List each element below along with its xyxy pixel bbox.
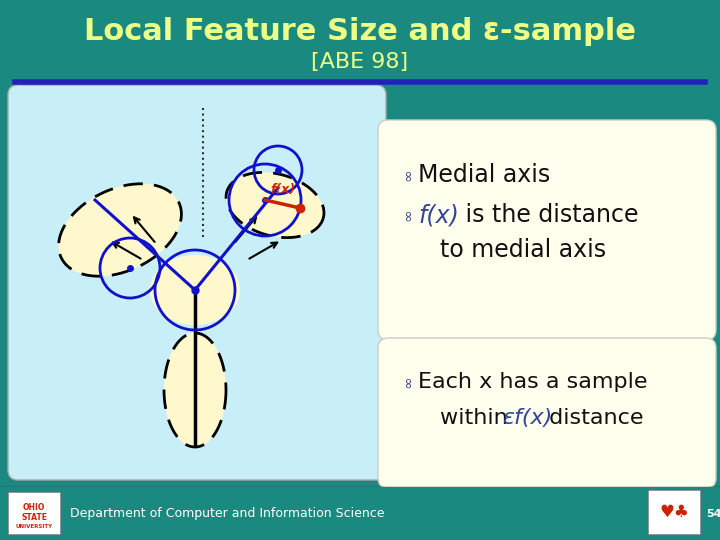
Text: Local Feature Size and ε-sample: Local Feature Size and ε-sample xyxy=(84,17,636,46)
Text: Department of Computer and Information Science: Department of Computer and Information S… xyxy=(70,508,384,521)
Bar xyxy=(648,490,700,534)
Text: Medial axis: Medial axis xyxy=(418,163,550,187)
Text: within: within xyxy=(440,408,522,428)
Ellipse shape xyxy=(164,333,226,448)
Text: UNIVERSITY: UNIVERSITY xyxy=(15,524,53,530)
Text: ∞: ∞ xyxy=(400,376,415,388)
Text: εf(x): εf(x) xyxy=(502,408,552,428)
Text: 54/52: 54/52 xyxy=(706,509,720,519)
Text: ∞: ∞ xyxy=(400,168,415,181)
Text: is the distance: is the distance xyxy=(458,203,639,227)
Bar xyxy=(8,492,60,534)
Ellipse shape xyxy=(226,172,324,238)
Bar xyxy=(0,487,720,540)
Text: [ABE 98]: [ABE 98] xyxy=(312,52,408,72)
Text: to medial axis: to medial axis xyxy=(440,238,606,262)
Text: f(x): f(x) xyxy=(271,183,296,196)
Ellipse shape xyxy=(150,255,240,325)
Text: ∞: ∞ xyxy=(400,208,415,221)
Text: f(x): f(x) xyxy=(418,203,459,227)
Text: OHIO: OHIO xyxy=(23,503,45,511)
FancyBboxPatch shape xyxy=(8,85,386,480)
Text: STATE: STATE xyxy=(21,512,47,522)
FancyBboxPatch shape xyxy=(378,338,716,488)
Ellipse shape xyxy=(58,184,181,276)
Text: ♥♣: ♥♣ xyxy=(659,503,689,521)
Text: Each x has a sample: Each x has a sample xyxy=(418,372,647,392)
Text: distance: distance xyxy=(542,408,644,428)
FancyBboxPatch shape xyxy=(378,120,716,340)
